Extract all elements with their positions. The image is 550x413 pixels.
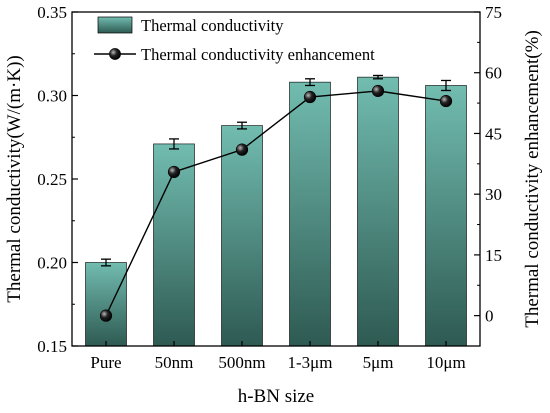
bars-layer	[85, 76, 467, 347]
x-tick-label-1: 50nm	[155, 353, 194, 372]
x-tick-label-5: 10μm	[426, 353, 465, 372]
bar-3	[289, 81, 331, 347]
legend-label-bars: Thermal conductivity	[141, 16, 284, 35]
x-axis-title: h-BN size	[238, 386, 315, 407]
legend-marker	[109, 48, 121, 60]
enhancement-point-5	[439, 94, 453, 108]
y2-tick-label-0: 0	[485, 307, 494, 326]
x-tick-label-2: 500nm	[218, 353, 265, 372]
bar-5	[425, 85, 467, 347]
y2-tick-label-4: 60	[485, 64, 502, 83]
y-tick-label-4: 0.35	[37, 3, 67, 22]
error-bars-layer	[101, 74, 451, 267]
left-y-axis: 0.15 0.20 0.25 0.30 0.35	[37, 3, 78, 356]
y2-axis-title: Thermal conductivity enhancement(%)	[522, 30, 543, 328]
enhancement-point-4	[371, 84, 385, 98]
legend: Thermal conductivity Thermal conductivit…	[94, 16, 375, 64]
legend-bar-swatch	[97, 16, 133, 34]
bar-4	[357, 76, 399, 347]
x-axis: Pure 50nm 500nm 1-3μm 5μm 10μm	[90, 341, 466, 372]
right-y-axis: 0 15 30 45 60 75	[474, 3, 502, 326]
y-tick-label-2: 0.25	[37, 170, 67, 189]
enhancement-point-1	[167, 165, 181, 179]
enhancement-line-layer	[99, 84, 453, 322]
bar-2	[221, 125, 263, 347]
y-tick-label-0: 0.15	[37, 337, 67, 356]
y-tick-label-3: 0.30	[37, 87, 67, 106]
enhancement-line	[105, 90, 447, 316]
enhancement-point-3	[303, 90, 317, 104]
y-tick-label-1: 0.20	[37, 254, 67, 273]
y-axis-title: Thermal conductivity(W/(m·K))	[4, 55, 25, 302]
bar-0	[85, 262, 127, 347]
x-tick-label-4: 5μm	[363, 353, 394, 372]
x-tick-label-3: 1-3μm	[288, 353, 333, 372]
y2-tick-label-3: 45	[485, 124, 502, 143]
y2-tick-label-1: 15	[485, 246, 502, 265]
enhancement-point-2	[235, 143, 249, 156]
y2-tick-label-2: 30	[485, 185, 502, 204]
x-tick-label-0: Pure	[90, 353, 121, 372]
y2-tick-label-5: 75	[485, 3, 502, 22]
enhancement-point-0	[99, 309, 113, 322]
legend-label-line: Thermal conductivity enhancement	[141, 45, 375, 64]
